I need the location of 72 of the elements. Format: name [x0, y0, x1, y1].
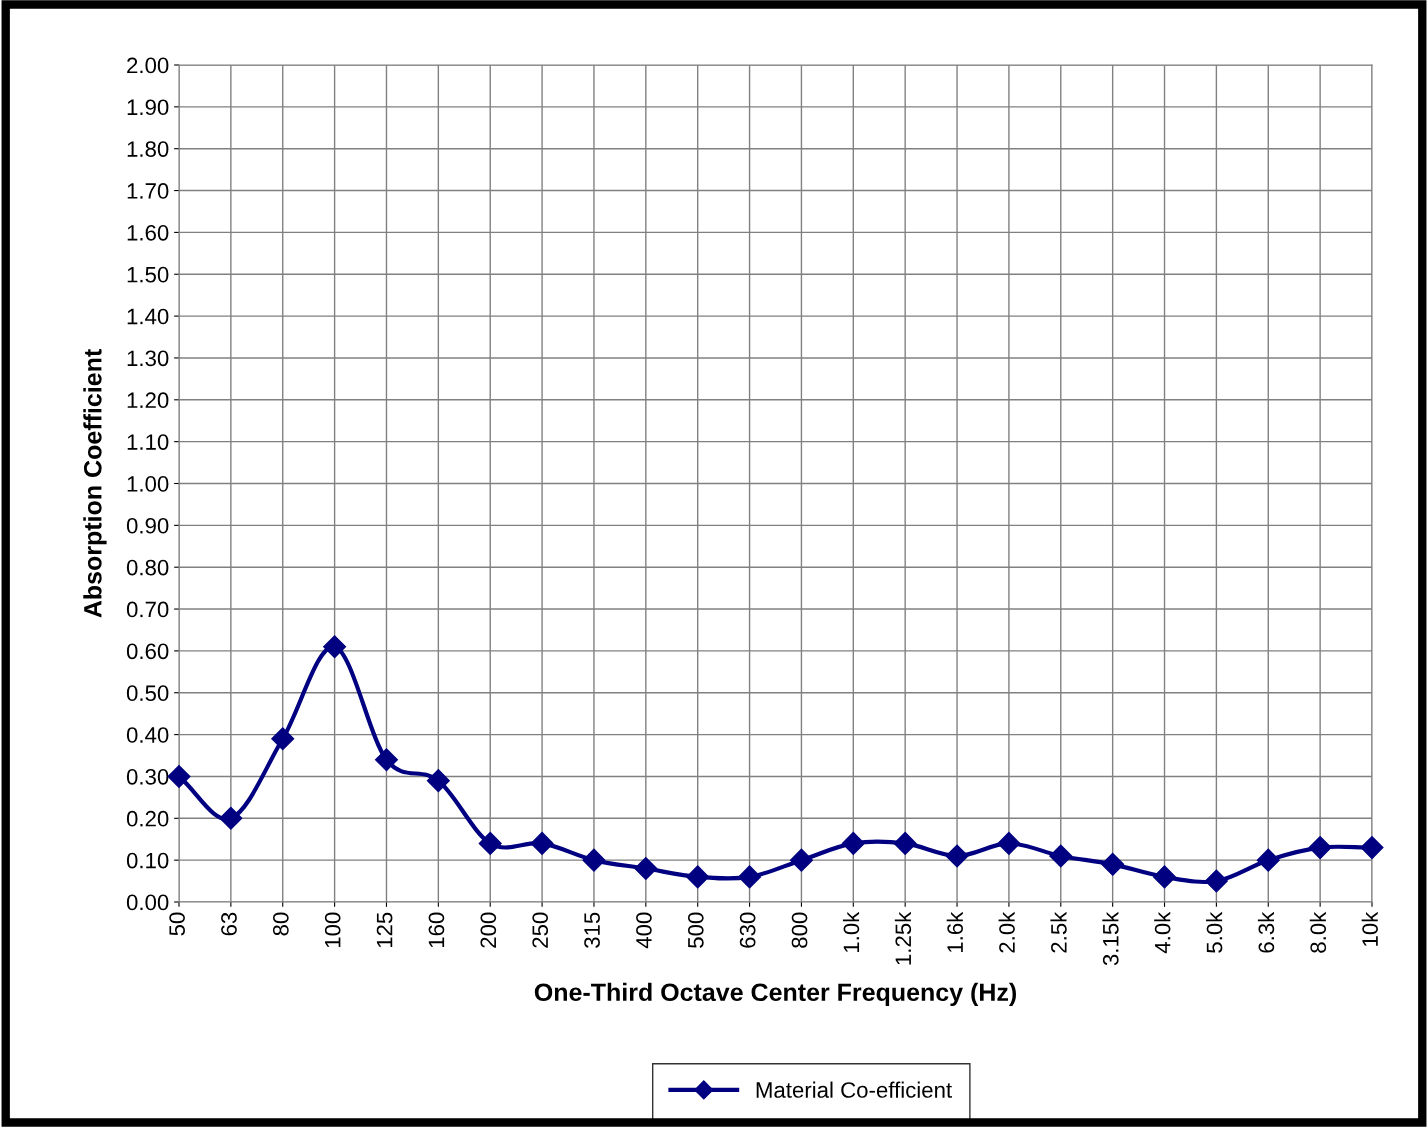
x-tick-label: 1.6k — [946, 911, 964, 953]
x-tick-label: 8.0k — [1309, 911, 1327, 953]
point — [945, 844, 969, 868]
point — [271, 727, 295, 751]
point — [789, 848, 813, 872]
y-tick-label: 1.70 — [127, 183, 169, 199]
x-tick-label: 2.5k — [1050, 911, 1067, 953]
point — [530, 831, 554, 855]
x-tick-label: 6.3k — [1257, 911, 1275, 953]
y-tick-label: 1.90 — [127, 99, 169, 116]
x-tick-label: 200 — [480, 912, 497, 948]
point — [1360, 836, 1384, 860]
x-tick-label: 3.15k — [1102, 911, 1119, 966]
y-tick-label: 1.50 — [127, 266, 169, 283]
y-tick-label: 0.90 — [126, 517, 169, 534]
y-tick-label: 1.80 — [127, 141, 169, 157]
x-tick-label: 400 — [636, 912, 652, 949]
point — [686, 865, 710, 889]
point — [167, 764, 191, 788]
point — [1101, 852, 1125, 876]
x-tick-label: 2.0k — [998, 911, 1015, 953]
point — [426, 769, 450, 793]
x-tick-label: 250 — [532, 912, 549, 948]
point — [841, 831, 865, 855]
point — [1204, 869, 1228, 893]
x-tick-label: 63 — [221, 912, 237, 936]
point — [997, 831, 1021, 855]
y-tick-label: 0.20 — [126, 810, 169, 827]
point — [582, 848, 606, 872]
point — [219, 806, 243, 830]
y-tick-label: 0.00 — [126, 894, 169, 911]
point — [1049, 844, 1073, 868]
y-tick-label: 2.00 — [127, 57, 169, 74]
y-tick-label: 1.20 — [127, 392, 169, 409]
x-tick-label: 500 — [687, 912, 704, 948]
y-tick-label: 0.30 — [126, 768, 169, 785]
y-axis-title: Absorption Coefficient — [83, 349, 107, 618]
point — [323, 635, 347, 659]
x-tick-label: 100 — [324, 912, 341, 948]
x-tick-label: 50 — [169, 912, 185, 936]
y-tick-label: 1.30 — [127, 350, 169, 367]
point — [738, 865, 762, 889]
point — [374, 748, 398, 772]
y-tick-label: 0.60 — [126, 643, 169, 660]
x-tick-label: 5.0k — [1206, 911, 1223, 953]
x-tick-label: 10k — [1361, 911, 1378, 946]
x-tick-label: 800 — [791, 912, 808, 948]
point — [1153, 865, 1177, 889]
point — [893, 831, 917, 855]
point — [634, 857, 658, 881]
x-tick-label: 630 — [739, 912, 756, 948]
point — [1256, 848, 1280, 872]
y-tick-label: 0.50 — [126, 685, 169, 702]
x-tick-label: 125 — [376, 912, 393, 948]
y-tick-label: 0.40 — [126, 727, 169, 743]
point — [478, 831, 502, 855]
x-tick-label: 1.0k — [842, 911, 860, 953]
legend-label: Material Co-efficient — [756, 1081, 952, 1098]
y-tick-label: 1.00 — [127, 476, 169, 492]
y-tick-label: 1.40 — [127, 308, 169, 325]
y-tick-label: 0.80 — [126, 559, 169, 576]
x-tick-label: 80 — [272, 912, 289, 936]
x-tick-label: 160 — [428, 912, 445, 948]
y-tick-label: 0.70 — [126, 601, 169, 618]
y-tick-label: 1.60 — [127, 224, 169, 241]
point — [1308, 836, 1332, 860]
y-tick-label: 1.10 — [127, 434, 169, 450]
x-tick-label: 1.25k — [894, 911, 912, 965]
x-tick-label: 315 — [584, 912, 600, 948]
x-axis-title: One-Third Octave Center Frequency (Hz) — [534, 982, 1016, 1007]
x-tick-label: 4.0k — [1154, 911, 1171, 954]
y-tick-label: 0.10 — [126, 852, 169, 869]
